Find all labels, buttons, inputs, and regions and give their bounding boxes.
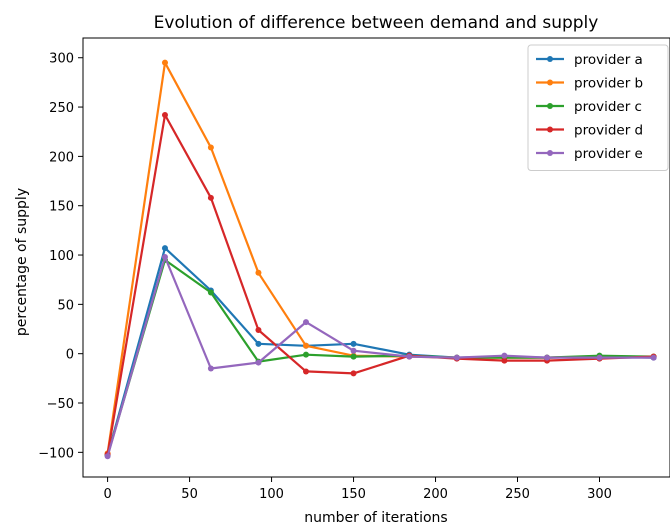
y-tick-label: 0: [66, 348, 74, 363]
data-point-provider-e: [453, 354, 460, 361]
data-point-provider-e: [104, 453, 111, 460]
legend-swatch-marker: [547, 150, 553, 156]
data-point-provider-c: [302, 351, 309, 358]
data-point-provider-e: [406, 353, 413, 360]
data-point-provider-e: [350, 347, 357, 354]
series-provider-e: [104, 254, 657, 460]
legend-swatch-marker: [547, 79, 553, 86]
x-tick-label: 250: [505, 487, 530, 502]
legend-swatch-marker: [547, 103, 553, 109]
data-point-provider-b: [255, 269, 262, 276]
x-tick-label: 200: [423, 487, 448, 502]
data-point-provider-e: [501, 352, 508, 359]
legend-swatch-marker: [547, 126, 553, 133]
data-point-provider-d: [302, 368, 309, 375]
x-axis-title: number of iterations: [304, 510, 447, 526]
data-point-provider-e: [161, 254, 168, 261]
x-tick-label: 50: [181, 487, 198, 502]
legend-swatch-marker: [547, 56, 553, 62]
data-point-provider-a: [161, 245, 168, 252]
chart-title: Evolution of difference between demand a…: [154, 13, 599, 33]
data-point-provider-b: [161, 59, 168, 66]
y-tick-label: 50: [57, 298, 74, 313]
data-point-provider-a: [350, 340, 357, 347]
legend-label: provider e: [574, 146, 643, 162]
plot-area: [104, 59, 657, 460]
series-line-provider-a: [106, 247, 654, 456]
legend-label: provider c: [574, 99, 642, 115]
data-point-provider-e: [544, 354, 551, 361]
x-tick-label: 0: [103, 487, 111, 502]
legend-item-provider-b: provider b: [536, 76, 643, 92]
series-line-provider-d: [106, 113, 654, 455]
x-tick-label: 300: [587, 487, 612, 502]
x-tick-label: 150: [341, 487, 366, 502]
legend-item-provider-d: provider d: [536, 123, 643, 139]
data-point-provider-d: [350, 370, 357, 377]
y-tick-label: 200: [49, 150, 74, 165]
data-point-provider-b: [302, 342, 309, 349]
legend-box: [527, 44, 669, 171]
legend-item-provider-c: provider c: [536, 99, 642, 115]
y-axis-title: percentage of supply: [14, 188, 30, 336]
data-point-provider-a: [255, 340, 262, 347]
legend-label: provider b: [574, 76, 643, 92]
y-tick-label: 250: [49, 101, 74, 116]
y-tick-label: −50: [47, 397, 74, 412]
legend-label: provider a: [574, 52, 643, 68]
y-tick-label: 150: [49, 200, 74, 215]
legend-item-provider-a: provider a: [536, 52, 643, 68]
series-line-provider-e: [106, 255, 654, 457]
data-point-provider-e: [255, 359, 262, 366]
data-point-provider-d: [255, 327, 262, 334]
y-tick-label: −100: [38, 446, 74, 461]
data-point-provider-c: [350, 353, 357, 360]
data-point-provider-e: [596, 354, 603, 361]
axes: 0 50 100 150 200 250 300 −100 −50 0 50 100 150 200 250…: [38, 37, 670, 502]
data-point-provider-c: [207, 289, 214, 296]
data-point-provider-e: [650, 354, 657, 361]
data-point-provider-b: [207, 144, 214, 151]
y-tick-label: 100: [49, 249, 74, 264]
data-point-provider-e: [302, 319, 309, 326]
legend: provider a provider b provider c provider d…: [527, 44, 669, 171]
y-tick-label: 300: [49, 52, 74, 67]
x-tick-label: 100: [259, 487, 284, 502]
data-point-provider-e: [207, 365, 214, 372]
legend-item-provider-e: provider e: [536, 146, 643, 162]
axes-frame: [82, 37, 670, 478]
data-point-provider-d: [501, 357, 508, 364]
data-point-provider-d: [161, 111, 168, 118]
data-point-provider-d: [207, 194, 214, 201]
legend-label: provider d: [574, 123, 643, 139]
